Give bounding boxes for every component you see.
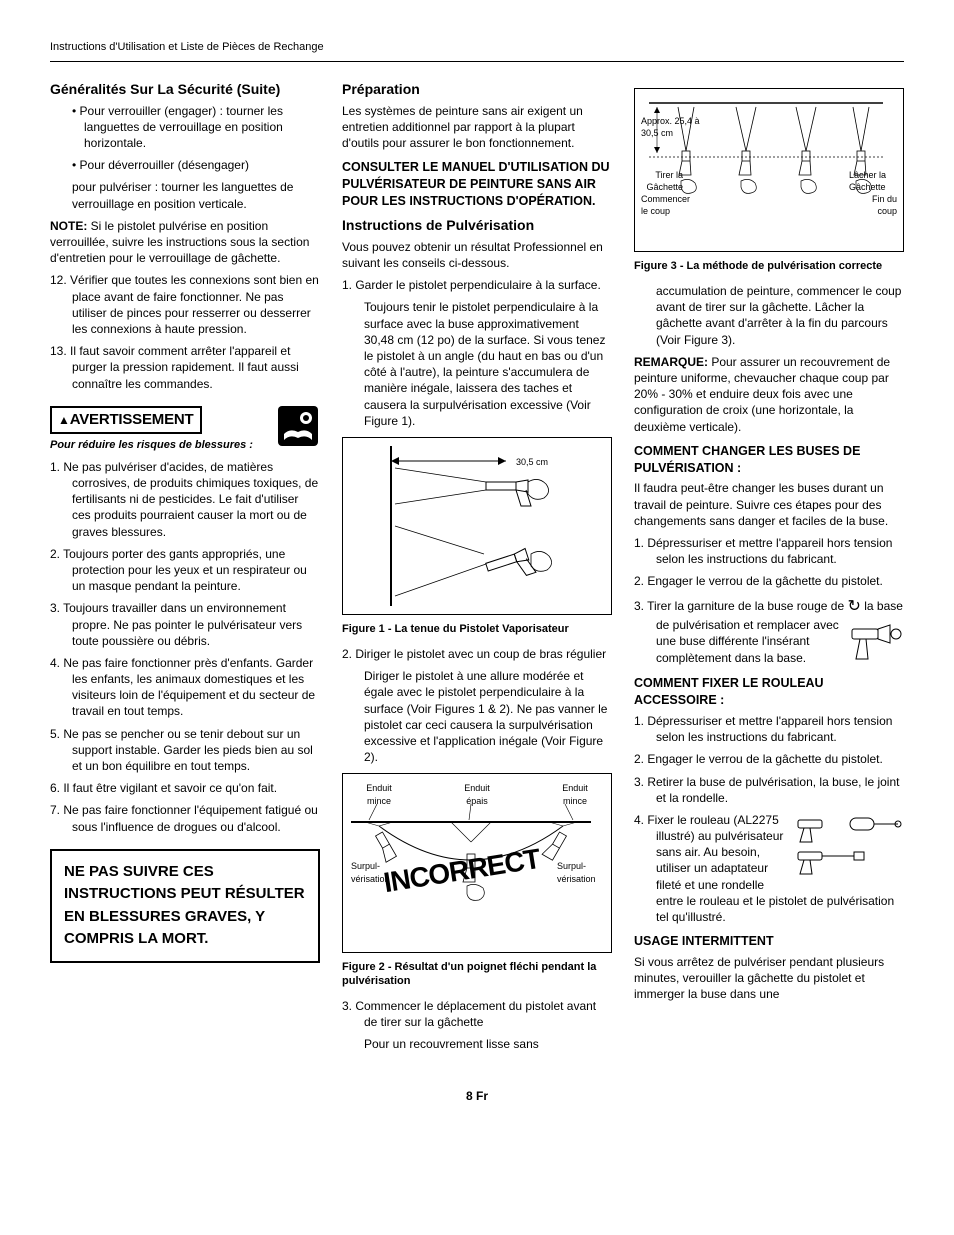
col3-continuation: accumulation de peinture, commencer le c…	[656, 283, 904, 348]
column-3: Approx. 25,4 à 30,5 cm Tirer la Gâchette…	[634, 80, 904, 1058]
note-label: NOTE:	[50, 219, 87, 233]
rotate-arrow-icon: ↻	[847, 598, 860, 615]
warning-label: AVERTISSEMENT	[70, 411, 194, 428]
item-12: 12. Vérifier que toutes les connexions s…	[50, 272, 320, 337]
change-3a: 3. Tirer la garniture de la buse rouge d…	[634, 599, 844, 613]
fig2-label-right: Enduit mince	[553, 782, 597, 806]
note-para: NOTE: Si le pistolet pulvérise en positi…	[50, 218, 320, 267]
item-13: 13. Il faut savoir comment arrêter l'app…	[50, 343, 320, 392]
figure-1-svg: 30,5 cm	[351, 446, 591, 606]
fixer-2: 2. Engager le verrou de la gâchette du p…	[634, 751, 904, 767]
change-3: 3. Tirer la garniture de la buse rouge d…	[634, 596, 904, 666]
fixer-4a: 4. Fixer le rouleau (AL2275 illustré) au…	[634, 813, 783, 859]
prep-bold: CONSULTER LE MANUEL D'UTILISATION DU PUL…	[342, 159, 612, 210]
warn-2: 2. Toujours porter des gants appropriés,…	[50, 546, 320, 595]
section-instructions: Instructions de Pulvérisation	[342, 216, 612, 235]
bullet-lock: Pour verrouiller (engager) : tourner les…	[72, 103, 320, 152]
change-2: 2. Engager le verrou de la gâchette du p…	[634, 573, 904, 589]
warn-3: 3. Toujours travailler dans un environne…	[50, 600, 320, 649]
step-2-head: 2. Diriger le pistolet avec un coup de b…	[342, 646, 612, 662]
figure-3-caption: Figure 3 - La méthode de pulvérisation c…	[634, 260, 904, 273]
figure-3: Approx. 25,4 à 30,5 cm Tirer la Gâchette…	[634, 88, 904, 252]
change-intro: Il faudra peut-être changer les buses du…	[634, 480, 904, 529]
fig3-approx: Approx. 25,4 à 30,5 cm	[641, 115, 701, 139]
fig2-label-center: Enduit épais	[455, 782, 499, 806]
numbered-list-12-13: 12. Vérifier que toutes les connexions s…	[50, 272, 320, 391]
spray-step-2: 2. Diriger le pistolet avec un coup de b…	[342, 646, 612, 662]
fixer-3: 3. Retirer la buse de pulvérisation, la …	[634, 774, 904, 806]
warn-1: 1. Ne pas pulvériser d'acides, de matièr…	[50, 459, 320, 540]
warning-box: ▲AVERTISSEMENT	[50, 406, 202, 434]
figure-1: 30,5 cm	[342, 437, 612, 615]
warn-5: 5. Ne pas se pencher ou se tenir debout …	[50, 726, 320, 775]
page-footer: 8 Fr	[50, 1088, 904, 1104]
change-1: 1. Dépressuriser et mettre l'appareil ho…	[634, 535, 904, 567]
heading-fixer-rouleau: COMMENT FIXER LE ROULEAU ACCESSOIRE :	[634, 675, 904, 709]
usage-para: Si vous arrêtez de pulvériser pendant pl…	[634, 954, 904, 1003]
fig3-fin: Fin du coup	[857, 193, 897, 217]
fig2-surpul-right: Surpul-vérisation	[557, 860, 603, 884]
warning-list: 1. Ne pas pulvériser d'acides, de matièr…	[50, 459, 320, 835]
fig2-label-left: Enduit mince	[357, 782, 401, 806]
warning-row: ▲AVERTISSEMENT Pour réduire les risques …	[50, 398, 320, 459]
remark-label: REMARQUE:	[634, 355, 708, 369]
column-2: Préparation Les systèmes de peinture san…	[342, 80, 612, 1058]
instr-intro: Vous pouvez obtenir un résultat Professi…	[342, 239, 612, 271]
remark-para: REMARQUE: Pour assurer un recouvrement d…	[634, 354, 904, 435]
spray-steps: 1. Garder le pistolet perpendiculaire à …	[342, 277, 612, 293]
step-1-head: 1. Garder le pistolet perpendiculaire à …	[342, 277, 612, 293]
fig3-tirer: Tirer la Gâchette	[641, 169, 683, 193]
warn-7: 7. Ne pas faire fonctionner l'équipement…	[50, 802, 320, 834]
fixer-4: 4. Fixer le rouleau (AL2275 illustré) au…	[634, 812, 904, 925]
fig3-lacher: Lâcher la Gâchette	[849, 169, 897, 193]
step-3-head: 3. Commencer le déplacement du pistolet …	[342, 998, 612, 1030]
page-header: Instructions d'Utilisation et Liste de P…	[50, 40, 904, 62]
step-2-body: Diriger le pistolet à une allure modérée…	[364, 668, 612, 765]
warn-6: 6. Il faut être vigilant et savoir ce qu…	[50, 780, 320, 796]
column-1: Généralités Sur La Sécurité (Suite) Pour…	[50, 80, 320, 1058]
fig3-commencer: Commencer le coup	[641, 193, 697, 217]
warning-subtext: Pour réduire les risques de blessures :	[50, 438, 270, 453]
note-text: Si le pistolet pulvérise en position ver…	[50, 219, 309, 265]
read-manual-icon	[276, 404, 320, 448]
bullet-unlock-head: Pour déverrouiller (désengager)	[72, 157, 320, 173]
warn-4: 4. Ne pas faire fonctionner près d'enfan…	[50, 655, 320, 720]
spray-step-3: 3. Commencer le déplacement du pistolet …	[342, 998, 612, 1030]
section-generalites: Généralités Sur La Sécurité (Suite)	[50, 80, 320, 99]
section-preparation: Préparation	[342, 80, 612, 99]
roller-accessory-icon	[794, 814, 904, 884]
main-columns: Généralités Sur La Sécurité (Suite) Pour…	[50, 80, 904, 1058]
spray-gun-icon	[848, 619, 904, 671]
bullet-unlock-body: pour pulvériser : tourner les languettes…	[72, 179, 320, 211]
step-3-body: Pour un recouvrement lisse sans	[364, 1036, 612, 1052]
prep-para: Les systèmes de peinture sans air exigen…	[342, 103, 612, 152]
change-list: 1. Dépressuriser et mettre l'appareil ho…	[634, 535, 904, 666]
heading-change-buses: COMMENT CHANGER LES BUSES DE PULVÉRISATI…	[634, 443, 904, 477]
figure-1-caption: Figure 1 - La tenue du Pistolet Vaporisa…	[342, 623, 612, 636]
fixer-list: 1. Dépressuriser et mettre l'appareil ho…	[634, 713, 904, 925]
fig1-distance-label: 30,5 cm	[516, 457, 548, 467]
fixer-1: 1. Dépressuriser et mettre l'appareil ho…	[634, 713, 904, 745]
figure-2: Enduit mince Enduit épais Enduit mince	[342, 773, 612, 953]
heading-usage-intermittent: USAGE INTERMITTENT	[634, 933, 904, 950]
figure-2-caption: Figure 2 - Résultat d'un poignet fléchi …	[342, 961, 612, 987]
step-1-body: Toujours tenir le pistolet perpendiculai…	[364, 299, 612, 429]
fig2-top-labels: Enduit mince Enduit épais Enduit mince	[351, 782, 603, 806]
big-warning-box: NE PAS SUIVRE CES INSTRUCTIONS PEUT RÉSU…	[50, 849, 320, 963]
